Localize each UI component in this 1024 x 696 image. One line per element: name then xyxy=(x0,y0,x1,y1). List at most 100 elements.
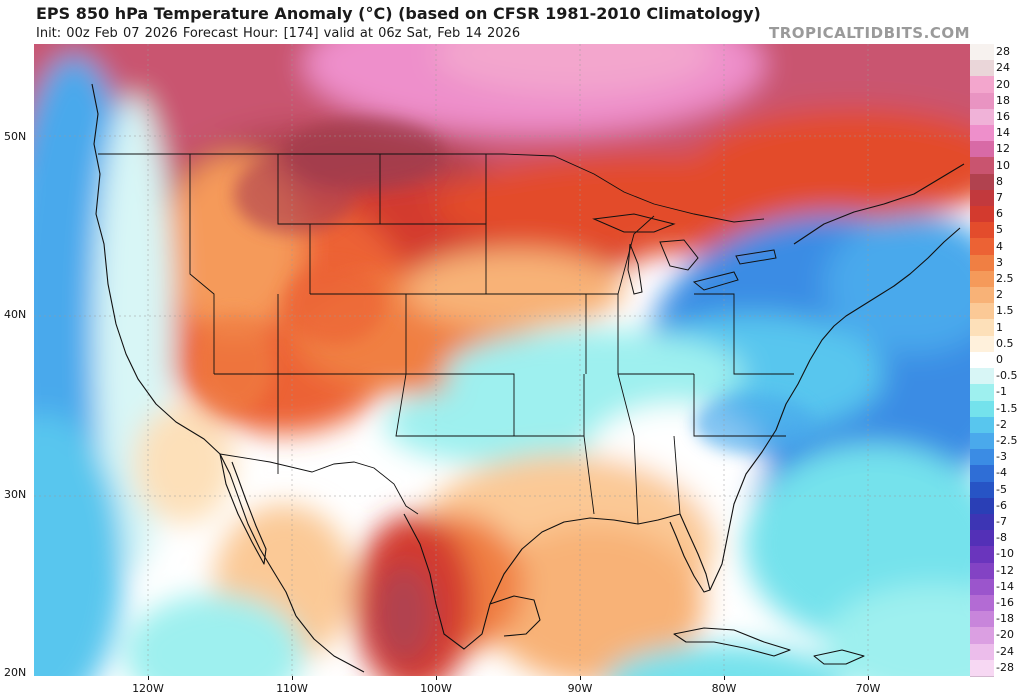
colorbar-level: -7 xyxy=(970,513,1024,532)
colorbar-label: -2.5 xyxy=(996,434,1018,448)
lon-tick xyxy=(436,676,437,680)
colorbar-label: -5 xyxy=(996,482,1007,496)
colorbar-swatch xyxy=(970,157,994,175)
colorbar-level: 7 xyxy=(970,189,1024,208)
lon-label: 120W xyxy=(132,682,164,695)
colorbar-swatch xyxy=(970,416,994,434)
colorbar-level: 6 xyxy=(970,206,1024,224)
lon-label: 100W xyxy=(420,682,452,695)
colorbar-level: 24 xyxy=(970,60,1024,78)
colorbar-swatch xyxy=(970,465,994,483)
colorbar-label: 24 xyxy=(996,61,1010,75)
colorbar-label: 18 xyxy=(996,93,1010,107)
colorbar-swatch xyxy=(970,319,994,337)
lon-tick xyxy=(580,676,581,680)
colorbar-level: -16 xyxy=(970,594,1024,613)
colorbar-label: -1 xyxy=(996,385,1007,399)
colorbar-swatch xyxy=(970,546,994,564)
colorbar-label: 3 xyxy=(996,255,1003,269)
colorbar-level: -8 xyxy=(970,530,1024,548)
colorbar-label: 5 xyxy=(996,223,1003,237)
colorbar-swatch xyxy=(970,562,994,580)
colorbar-label: -14 xyxy=(996,579,1014,593)
colorbar-level: -28 xyxy=(970,659,1024,677)
map-title: EPS 850 hPa Temperature Anomaly (°C) (ba… xyxy=(36,4,761,23)
colorbar-label: -20 xyxy=(996,628,1014,642)
colorbar-label: 7 xyxy=(996,190,1003,204)
colorbar-swatch xyxy=(970,497,994,515)
colorbar-swatch xyxy=(970,287,994,305)
colorbar-swatch xyxy=(970,173,994,191)
colorbar-label: 0 xyxy=(996,352,1003,366)
colorbar-level: -12 xyxy=(970,562,1024,580)
colorbar-label: -24 xyxy=(996,644,1014,658)
borders xyxy=(98,153,794,525)
colorbar-label: 4 xyxy=(996,239,1003,253)
colorbar-level: -18 xyxy=(970,611,1024,629)
colorbar-label: -10 xyxy=(996,547,1014,561)
colorbar-label: -6 xyxy=(996,498,1007,512)
colorbar-swatch xyxy=(970,432,994,451)
colorbar-label: 20 xyxy=(996,77,1010,91)
colorbar-swatch xyxy=(970,627,994,645)
lon-tick xyxy=(868,676,869,680)
colorbar-level: -5 xyxy=(970,481,1024,499)
colorbar-label: 6 xyxy=(996,207,1003,221)
colorbar-level: -3 xyxy=(970,449,1024,467)
colorbar-swatch xyxy=(970,222,994,240)
colorbar-label: -0.5 xyxy=(996,369,1018,383)
colorbar-level: 18 xyxy=(970,92,1024,110)
colorbar-level: 28 xyxy=(970,44,1024,62)
colorbar-swatch xyxy=(970,141,994,159)
colorbar-level: 2.5 xyxy=(970,270,1024,289)
colorbar-swatch xyxy=(970,303,994,321)
colorbar-label: 14 xyxy=(996,126,1010,140)
graticule xyxy=(34,44,970,676)
colorbar-label: 12 xyxy=(996,142,1010,156)
anomaly-detail xyxy=(194,119,814,454)
colorbar-label: 0.5 xyxy=(996,336,1014,350)
colorbar-label: 8 xyxy=(996,174,1003,188)
colorbar-level: 3 xyxy=(970,254,1024,272)
colorbar-label: -2 xyxy=(996,417,1007,431)
colorbar-swatch xyxy=(970,449,994,467)
colorbar-swatch xyxy=(970,335,994,353)
colorbar-label: -12 xyxy=(996,563,1014,577)
colorbar-level: 10 xyxy=(970,157,1024,175)
map-subtitle: Init: 00z Feb 07 2026 Forecast Hour: [17… xyxy=(36,26,521,41)
colorbar-swatch xyxy=(970,92,994,110)
colorbar-level: 1 xyxy=(970,319,1024,337)
colorbar-label: -3 xyxy=(996,450,1007,464)
lon-label: 90W xyxy=(567,682,593,695)
colorbar-level: -20 xyxy=(970,627,1024,645)
colorbar-level: 5 xyxy=(970,222,1024,240)
colorbar-swatch xyxy=(970,206,994,224)
colorbar-label: -8 xyxy=(996,531,1007,545)
colorbar-swatch xyxy=(970,643,994,661)
colorbar-label: -1.5 xyxy=(996,401,1018,415)
anomaly-map xyxy=(34,44,970,676)
colorbar-level: 20 xyxy=(970,76,1024,94)
colorbar-level: 16 xyxy=(970,108,1024,127)
colorbar-level: -2.5 xyxy=(970,432,1024,451)
colorbar-label: -18 xyxy=(996,612,1014,626)
lon-label: 70W xyxy=(855,682,881,695)
colorbar-level: -24 xyxy=(970,643,1024,661)
colorbar-level: 14 xyxy=(970,125,1024,143)
coastlines xyxy=(91,83,965,673)
colorbar-label: 2 xyxy=(996,288,1003,302)
colorbar-swatch xyxy=(970,659,994,677)
colorbar-level: 0.5 xyxy=(970,335,1024,353)
colorbar-level: -4 xyxy=(970,465,1024,483)
colorbar-swatch xyxy=(970,125,994,143)
colorbar-label: -16 xyxy=(996,596,1014,610)
colorbar-swatch xyxy=(970,238,994,256)
colorbar-level: 2 xyxy=(970,287,1024,305)
lon-tick xyxy=(292,676,293,680)
colorbar-swatch xyxy=(970,351,994,370)
colorbar-label: 1.5 xyxy=(996,304,1014,318)
colorbar-level: -10 xyxy=(970,546,1024,564)
lon-tick xyxy=(148,676,149,680)
colorbar-swatch xyxy=(970,189,994,208)
colorbar-legend: 28 24 20 18 16 14 12 10 8 7 6 5 4 3 2.5 2 1.5 1 0.5 0 -0.5 -1… xyxy=(970,44,1024,677)
